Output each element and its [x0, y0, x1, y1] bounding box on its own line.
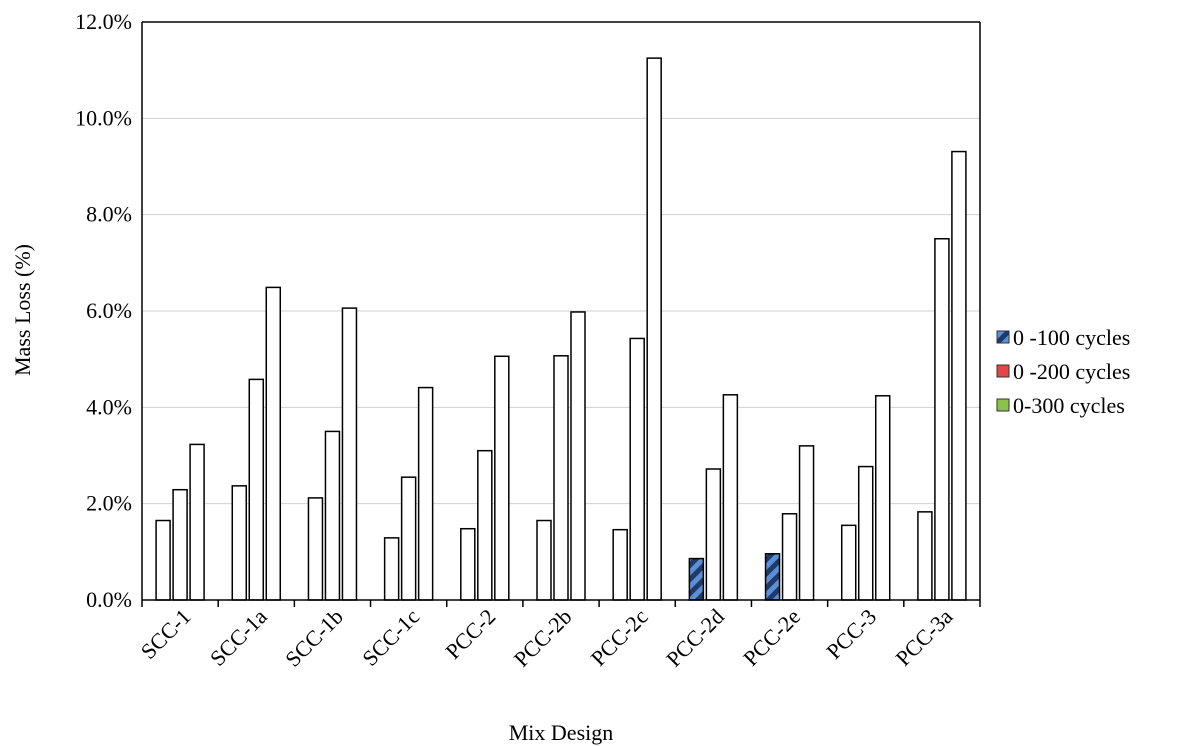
y-tick-label: 4.0% — [86, 394, 132, 419]
bars — [155, 57, 967, 601]
legend-swatch — [996, 364, 1010, 378]
bar-PCC-2-series-2 — [477, 449, 493, 601]
x-tick-label: SCC-1 — [136, 604, 196, 664]
bar-SCC-1b-series-2 — [324, 430, 341, 601]
bar-SCC-1-series-1 — [155, 519, 171, 601]
x-tick-label: PCC-3a — [890, 604, 957, 671]
bar-SCC-1a-series-3 — [265, 286, 282, 601]
bar-SCC-1-series-3 — [189, 443, 205, 601]
x-tick-label: SCC-1b — [280, 604, 348, 672]
y-tick-label: 10.0% — [75, 105, 132, 130]
x-tick-label: SCC-1a — [205, 604, 272, 671]
bar-PCC-2c-series-2 — [629, 337, 645, 601]
bar-PCC-2c-series-1 — [612, 528, 628, 601]
bar-PCC-3-series-2 — [857, 465, 874, 601]
bar-PCC-3a-series-3 — [951, 150, 967, 601]
x-tick-labels: SCC-1 SCC-1a SCC-1b SCC-1c PCC-2 PCC-2b PCC-2c… — [136, 604, 958, 672]
bar-PCC-2b-series-3 — [570, 311, 586, 601]
bar-PCC-2d-series-1 — [688, 557, 705, 601]
bar-PCC-2c-series-3 — [646, 57, 662, 601]
x-tick-label: PCC-2 — [440, 604, 500, 664]
y-tick-label: 12.0% — [75, 9, 132, 34]
bar-PCC-2d-series-3 — [722, 394, 739, 601]
bar-PCC-3a-series-2 — [934, 238, 950, 601]
bar-PCC-2b-series-2 — [553, 355, 569, 601]
x-tick-label: SCC-1c — [357, 604, 424, 671]
bar-PCC-2e-series-2 — [781, 513, 798, 601]
legend: 0 -100 cycles 0 -200 cycles 0-300 cycles — [996, 325, 1130, 418]
x-tick-label: PCC-2c — [586, 604, 653, 671]
y-tick-label: 6.0% — [86, 298, 132, 323]
bar-PCC-2e-series-1 — [764, 553, 781, 601]
legend-label: 0 -100 cycles — [1013, 325, 1130, 350]
bar-PCC-3-series-1 — [840, 524, 857, 601]
bar-SCC-1a-series-2 — [248, 378, 265, 601]
bar-SCC-1b-series-3 — [341, 307, 358, 601]
x-tick-label: PCC-2e — [738, 604, 805, 671]
bar-PCC-2-series-3 — [494, 355, 510, 601]
bar-PCC-2e-series-3 — [798, 445, 815, 601]
bar-SCC-1a-series-1 — [231, 485, 248, 601]
bar-PCC-3a-series-1 — [917, 511, 933, 601]
legend-swatch — [996, 330, 1010, 344]
bar-SCC-1c-series-3 — [417, 386, 434, 601]
x-axis-title: Mix Design — [509, 720, 614, 745]
y-tick-label: 2.0% — [86, 491, 132, 516]
axes — [141, 21, 981, 607]
y-tick-labels: 0.0% 2.0% 4.0% 6.0% 8.0% 10.0% 12.0% — [75, 9, 132, 612]
y-tick-label: 0.0% — [86, 587, 132, 612]
bar-SCC-1-series-2 — [172, 488, 188, 601]
x-tick-label: PCC-3 — [821, 604, 881, 664]
y-tick-label: 8.0% — [86, 202, 132, 227]
x-tick-label: PCC-2d — [661, 604, 729, 672]
bar-PCC-2d-series-2 — [705, 468, 722, 601]
legend-label: 0 -200 cycles — [1013, 359, 1130, 384]
bar-PCC-2b-series-1 — [536, 519, 552, 601]
legend-swatch — [996, 398, 1010, 412]
legend-label: 0-300 cycles — [1013, 393, 1125, 418]
x-tick-label: PCC-2b — [509, 604, 577, 672]
y-axis-title: Mass Loss (%) — [10, 244, 35, 376]
bar-SCC-1c-series-2 — [400, 476, 417, 601]
bar-SCC-1c-series-1 — [383, 537, 400, 601]
bar-PCC-2-series-1 — [460, 527, 476, 601]
bar-SCC-1b-series-1 — [307, 497, 324, 601]
bar-PCC-3-series-3 — [874, 395, 891, 601]
